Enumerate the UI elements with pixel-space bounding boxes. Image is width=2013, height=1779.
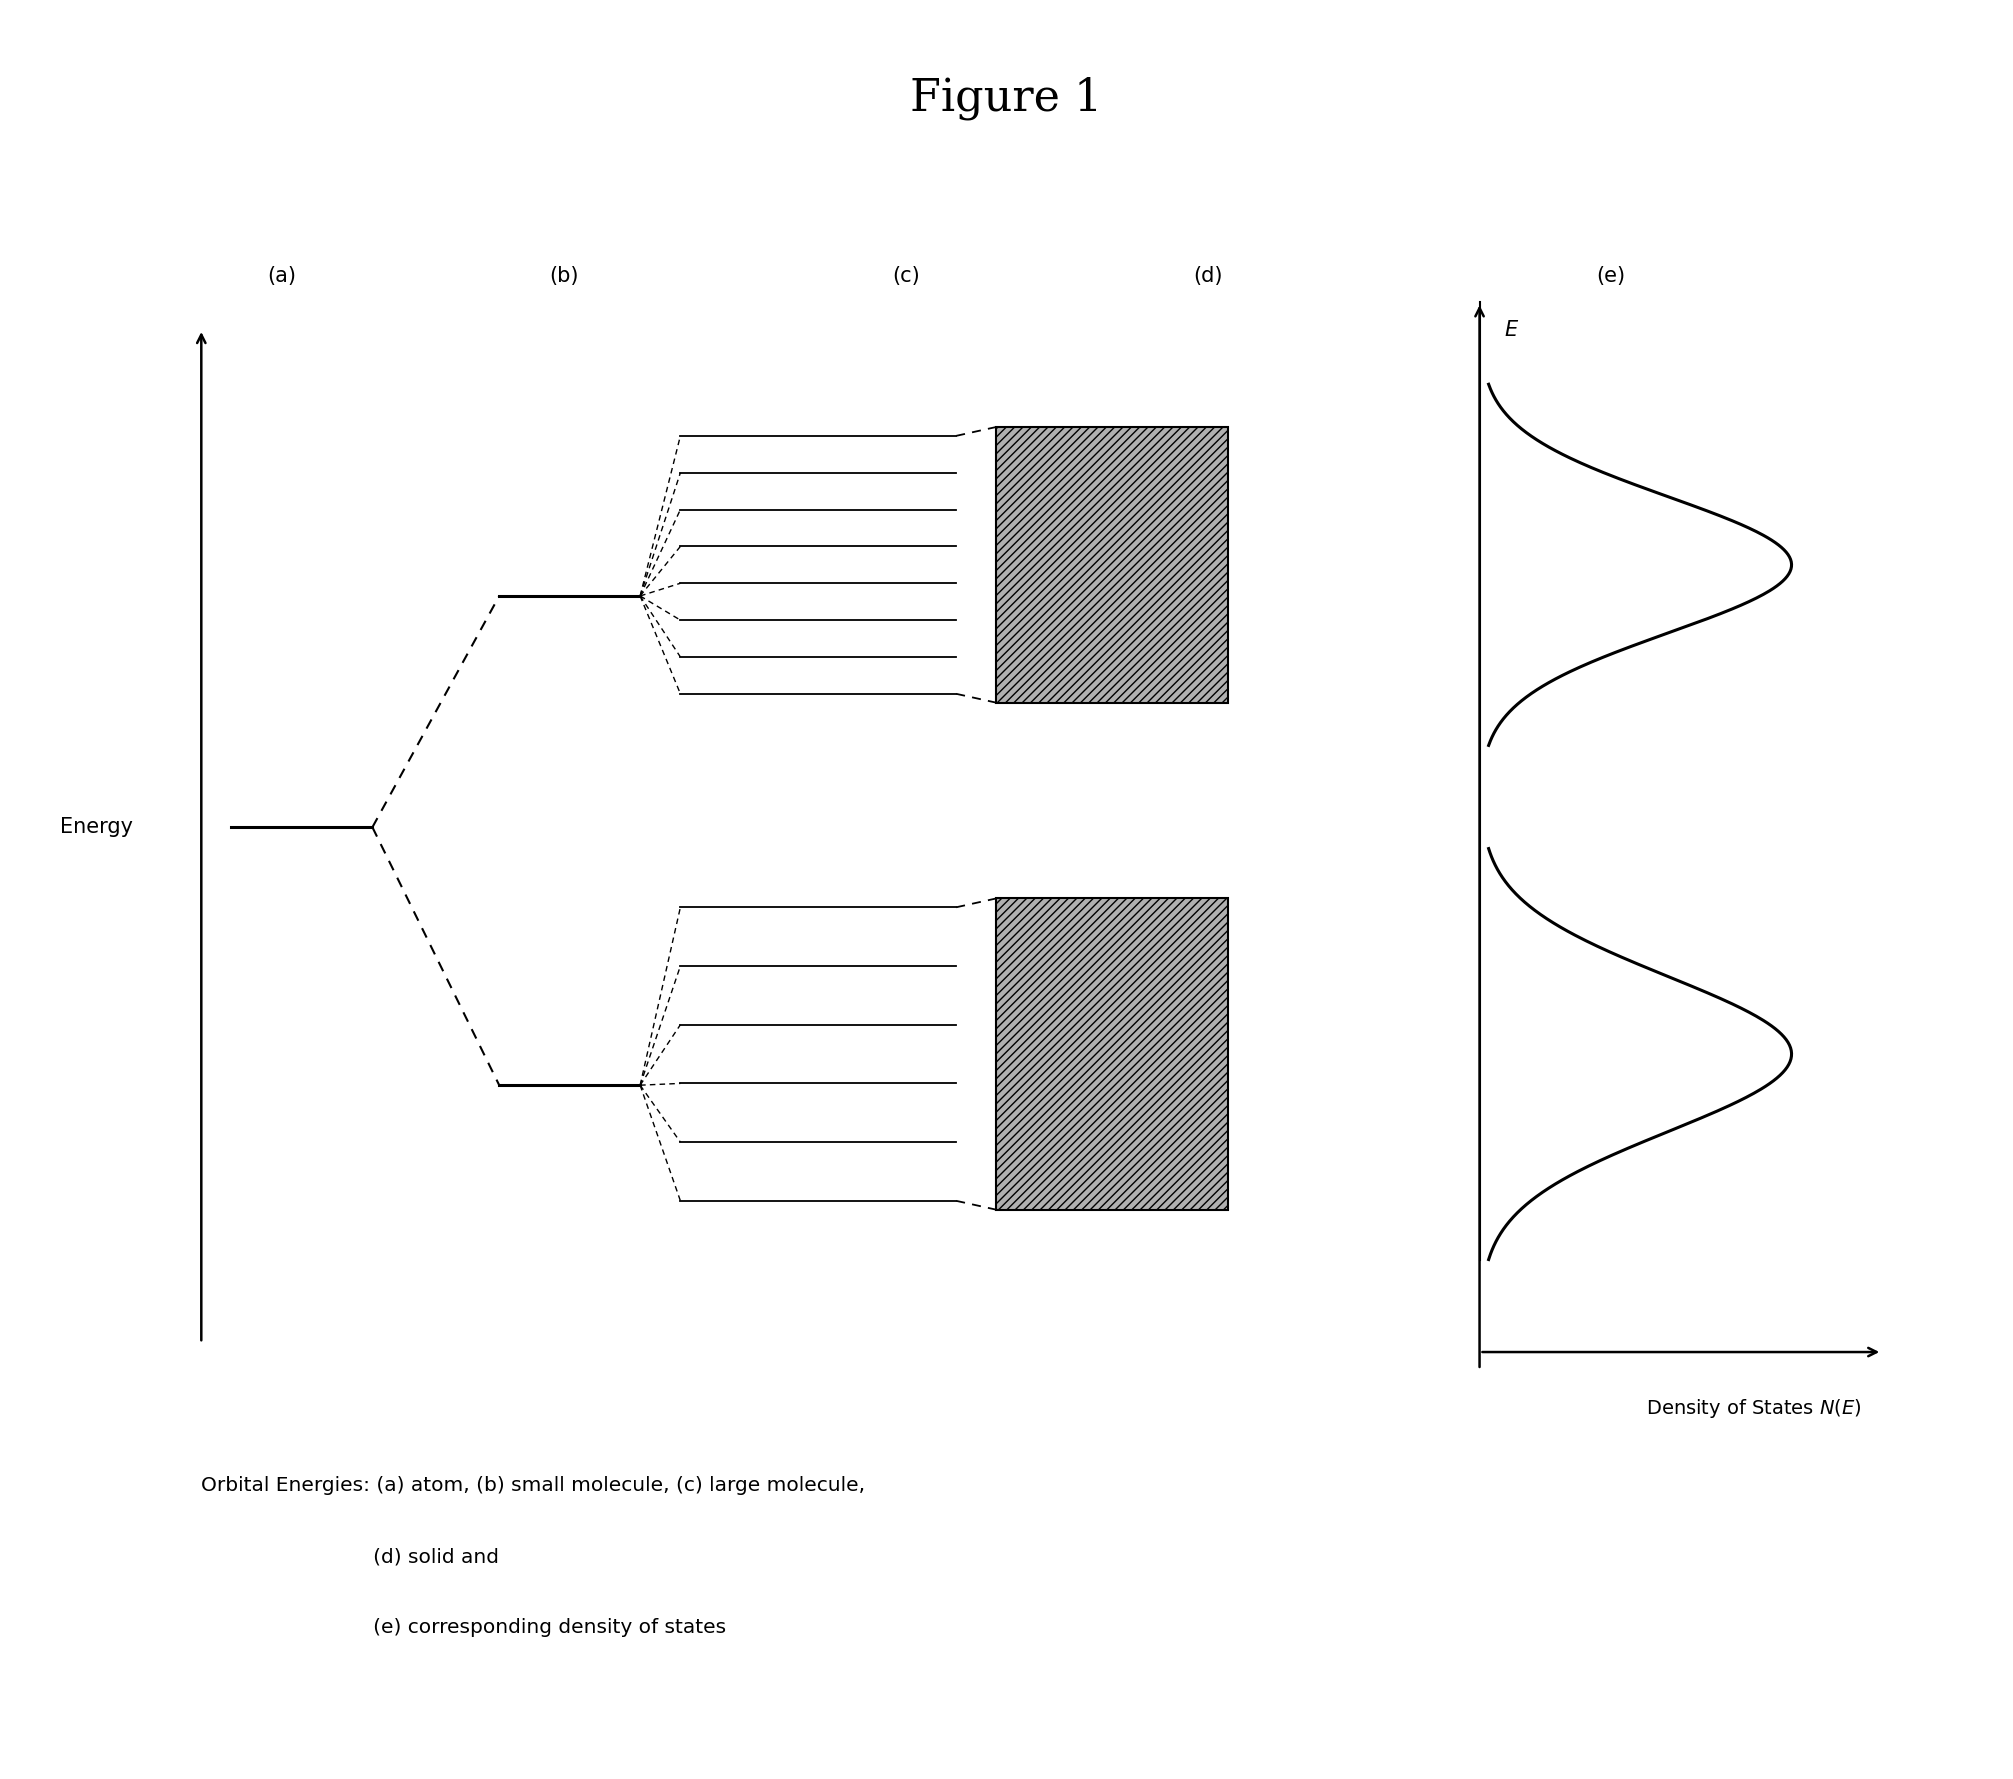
Bar [996, 427, 1228, 703]
Text: (a): (a) [268, 265, 296, 286]
Text: (d) solid and: (d) solid and [201, 1548, 499, 1566]
Bar [996, 898, 1228, 1210]
Text: (b): (b) [550, 265, 578, 286]
Text: (e) corresponding density of states: (e) corresponding density of states [201, 1619, 727, 1637]
Text: (d): (d) [1194, 265, 1222, 286]
Text: Density of States $N(E)$: Density of States $N(E)$ [1647, 1397, 1862, 1420]
Text: $E$: $E$ [1504, 320, 1520, 340]
Text: Figure 1: Figure 1 [910, 76, 1103, 119]
Text: Energy: Energy [60, 817, 133, 838]
Text: (c): (c) [892, 265, 920, 286]
Text: Orbital Energies: (a) atom, (b) small molecule, (c) large molecule,: Orbital Energies: (a) atom, (b) small mo… [201, 1477, 866, 1494]
Text: (e): (e) [1596, 265, 1624, 286]
